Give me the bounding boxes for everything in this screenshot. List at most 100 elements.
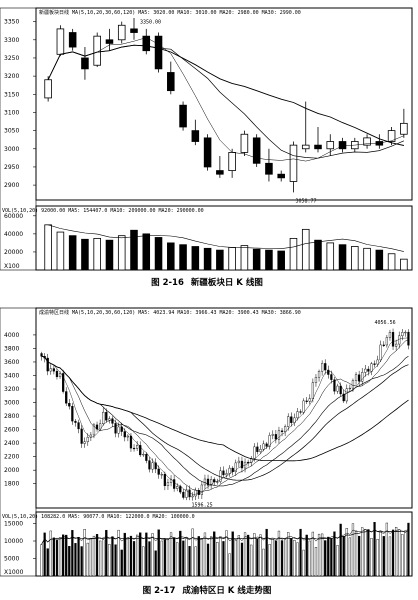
candle-body (200, 484, 203, 495)
volume-bar (154, 550, 157, 577)
candle-body (179, 486, 182, 493)
volume-bar (93, 237, 101, 271)
volume-bar (345, 528, 348, 577)
volume-bar (379, 531, 382, 577)
candle-body (182, 491, 185, 498)
volume-bar (404, 532, 407, 577)
candle-body (52, 368, 56, 372)
candle-body (167, 72, 175, 92)
volume-bar (370, 538, 373, 577)
candle-body (80, 428, 83, 444)
candle-body (345, 388, 348, 402)
moving-average-line (41, 337, 409, 495)
volume-bar (376, 538, 379, 577)
volume-bar (126, 537, 129, 577)
volume-bar (326, 242, 335, 271)
candle-body (71, 406, 74, 422)
volume-bar (62, 534, 65, 577)
candle-body (172, 479, 176, 489)
volume-bar (194, 546, 197, 577)
volume-bar (289, 237, 298, 271)
volume-bar (367, 529, 370, 577)
candle-body (302, 400, 305, 413)
candle-body (123, 431, 126, 438)
moving-average-line (47, 44, 404, 146)
volume-bar (373, 522, 376, 577)
candle-body (188, 489, 191, 498)
volume-bar (98, 540, 102, 577)
candle-body (354, 374, 358, 381)
volume-ma-line (48, 224, 404, 252)
candle-body (314, 377, 318, 383)
candle-body (373, 363, 376, 365)
volume-bar (117, 235, 126, 271)
volume-ma-line (41, 529, 409, 545)
volume-bar (123, 532, 126, 577)
volume-bar (95, 534, 99, 577)
candle-body (262, 443, 265, 450)
candle-body (317, 371, 321, 378)
volume-bar (246, 534, 250, 577)
candle-body (388, 332, 392, 338)
candle-body (176, 486, 179, 489)
candle-body (234, 462, 237, 472)
volume-bar (169, 532, 173, 577)
candle-body (86, 437, 89, 443)
volume-bar (361, 527, 364, 577)
volume-bar (382, 536, 385, 577)
volume-bar (213, 531, 216, 577)
volume-unit-label: X100 (4, 263, 20, 270)
candle-body (197, 489, 200, 495)
chart-xinjiang: 新疆板块日线 MA(5,10,20,30,60,120) MA5: 3020.0… (0, 0, 418, 272)
volume-bar (271, 539, 274, 577)
volume-tick-label: 10000 (4, 538, 23, 545)
candle-body (327, 369, 330, 375)
candle-body (391, 332, 395, 347)
volume-bar (317, 533, 321, 577)
volume-ma-line (41, 530, 409, 545)
volume-bar (68, 235, 77, 271)
volume-header: VOL(5,10,20) 92000.00 MA5: 154407.0 MA10… (2, 208, 204, 214)
candle-body (265, 443, 268, 447)
price-tick-label: 3000 (4, 400, 19, 407)
candle-body (139, 445, 142, 456)
candle-body (77, 422, 80, 430)
volume-bar (49, 530, 52, 577)
candle-body (46, 357, 49, 372)
candle-body (358, 374, 361, 382)
volume-bar (277, 250, 285, 271)
candle-body (81, 57, 89, 70)
candle-body (216, 170, 224, 175)
caption-text: 新疆板块日 K 线图 (190, 278, 263, 288)
volume-bar (231, 531, 234, 577)
caption-text: 成渝特区日 K 线走势图 (182, 586, 272, 596)
candle-body (206, 478, 210, 486)
volume-bar (188, 546, 191, 577)
volume-bar (167, 242, 175, 271)
price-tick-label: 3050 (4, 128, 19, 135)
price-tick-label: 3100 (4, 109, 19, 116)
volume-bar (52, 537, 56, 577)
candle-body (111, 418, 114, 424)
price-tick-label: 2600 (4, 427, 19, 434)
volume-bar (163, 539, 166, 577)
price-tick-label: 3150 (4, 91, 19, 98)
candle-body (203, 137, 212, 168)
candle-body (179, 104, 187, 128)
volume-bar (145, 532, 148, 577)
volume-bar (407, 522, 410, 577)
candle-body (268, 435, 271, 447)
volume-bar (274, 540, 278, 577)
candle-body (240, 133, 249, 153)
volume-bar (388, 536, 392, 577)
volume-bar (108, 544, 111, 577)
candle-body (191, 495, 194, 498)
volume-tick-label: 60000 (4, 213, 23, 220)
price-tick-label: 3200 (4, 386, 19, 393)
candle-body (338, 141, 347, 150)
candle-body (237, 460, 240, 464)
volume-bar (308, 540, 311, 577)
volume-header: VOL(5,10,20) 108282.0 MA5: 90077.0 MA10:… (2, 514, 195, 520)
volume-bar (385, 522, 389, 577)
volume-bar (43, 532, 46, 577)
